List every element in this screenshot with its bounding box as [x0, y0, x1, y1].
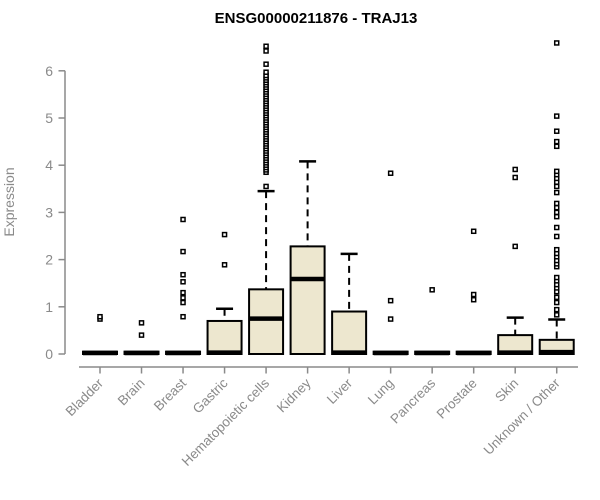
- box-group: [538, 40, 575, 355]
- outlier-point: [221, 262, 228, 268]
- outlier-point: [180, 216, 186, 223]
- outlier-point: [553, 168, 560, 175]
- outlier-point: [553, 204, 560, 211]
- box-group: [331, 252, 368, 355]
- y-axis: 0 1 2 3 4 5 6: [45, 63, 66, 362]
- outlier-point: [553, 224, 560, 231]
- outlier-point: [512, 174, 518, 181]
- outlier-point: [180, 289, 186, 296]
- outlier-point: [263, 183, 269, 190]
- outlier-point: [180, 299, 186, 306]
- outlier-point: [553, 274, 560, 281]
- x-tick-label: Bladder: [63, 375, 107, 419]
- outlier-point: [553, 213, 560, 220]
- box-rect: [206, 319, 243, 355]
- x-tick-label: Gastric: [190, 375, 231, 416]
- y-axis-label: Expression: [1, 167, 17, 236]
- outlier-point: [429, 287, 435, 293]
- x-tick-label: Pancreas: [387, 375, 438, 426]
- outlier-point: [553, 312, 560, 318]
- outlier-point: [553, 200, 560, 207]
- box-group: [248, 43, 285, 355]
- y-tick-label: 5: [45, 110, 53, 126]
- outlier-point: [553, 209, 560, 216]
- outlier-point: [553, 233, 560, 240]
- outlier-point: [553, 294, 560, 301]
- plot-area: [82, 40, 575, 356]
- outlier-point: [553, 143, 560, 150]
- outlier-point: [180, 248, 186, 255]
- outlier-point: [263, 69, 269, 75]
- outlier-point: [470, 228, 477, 235]
- outlier-point: [263, 48, 269, 54]
- box-group: [455, 228, 492, 356]
- outlier-point: [387, 170, 394, 176]
- outlier-point: [263, 61, 269, 67]
- outlier-point: [553, 299, 560, 306]
- x-tick-label: Prostate: [434, 376, 480, 422]
- outlier-point: [180, 279, 186, 285]
- outlier-point: [97, 313, 103, 320]
- y-tick-label: 0: [45, 346, 53, 362]
- outlier-point: [138, 320, 145, 326]
- x-tick-label: Unknown / Other: [481, 375, 564, 458]
- chart-title: ENSG00000211876 - TRAJ13: [215, 10, 418, 27]
- x-tick-label: Skin: [492, 376, 521, 405]
- box-group: [372, 170, 409, 356]
- box-rect: [248, 288, 285, 355]
- box-group: [414, 287, 451, 356]
- x-tick-label: Kidney: [274, 375, 314, 415]
- box-group: [206, 231, 243, 355]
- box-group: [289, 160, 326, 355]
- outlier-point: [387, 316, 394, 322]
- outlier-point: [553, 138, 560, 145]
- outlier-point: [138, 332, 145, 338]
- box-group: [123, 320, 160, 356]
- y-tick-label: 1: [45, 299, 53, 315]
- outlier-point: [553, 246, 560, 253]
- y-tick-label: 3: [45, 204, 53, 220]
- outlier-point: [470, 296, 477, 303]
- outlier-point: [180, 271, 186, 278]
- outlier-point: [512, 166, 518, 173]
- box-rect: [289, 245, 326, 355]
- outlier-point: [263, 43, 269, 50]
- y-tick-label: 2: [45, 252, 53, 268]
- box-group: [165, 216, 202, 356]
- outlier-point: [553, 40, 560, 46]
- outlier-point: [180, 295, 186, 301]
- outlier-point: [387, 297, 394, 304]
- y-tick-label: 6: [45, 63, 53, 79]
- box-rect: [331, 310, 368, 355]
- x-tick-label: Brain: [115, 376, 148, 409]
- outlier-point: [221, 231, 228, 238]
- outlier-point: [553, 183, 560, 190]
- outlier-point: [512, 243, 518, 250]
- box-group: [82, 313, 118, 356]
- x-tick-label: Breast: [151, 375, 189, 413]
- box-group: [497, 166, 534, 355]
- y-tick-label: 4: [45, 157, 53, 173]
- outlier-point: [553, 306, 560, 313]
- outlier-point: [180, 313, 186, 320]
- outlier-point: [553, 189, 560, 196]
- x-tick-label: Liver: [324, 375, 356, 407]
- outlier-point: [553, 128, 560, 134]
- outlier-point: [470, 291, 477, 298]
- outlier-point: [553, 113, 560, 119]
- x-tick-label: Lung: [365, 376, 397, 408]
